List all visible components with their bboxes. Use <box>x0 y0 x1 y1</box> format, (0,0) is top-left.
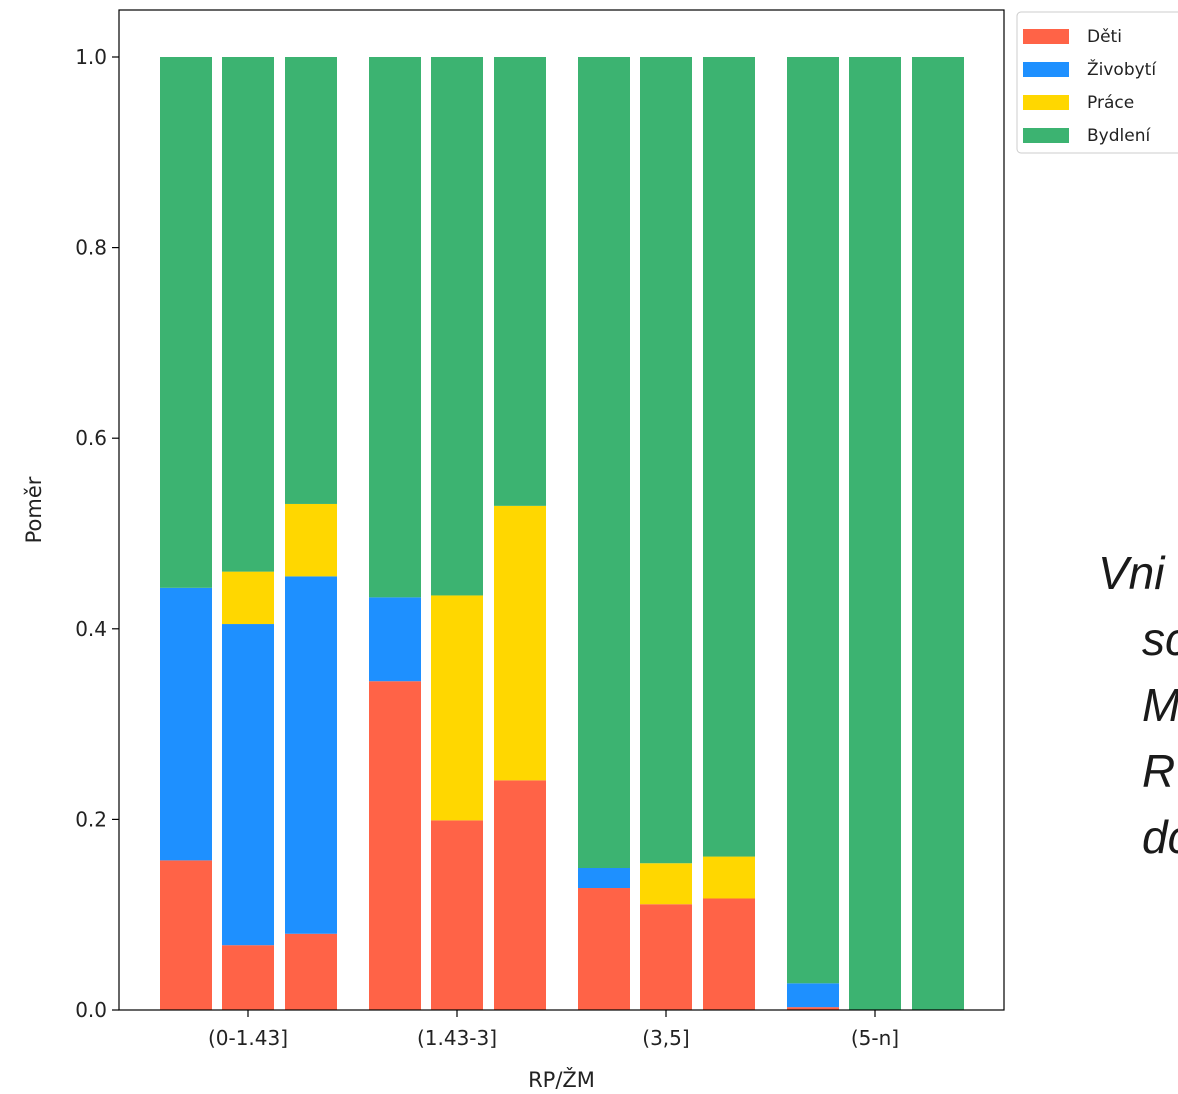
y-axis: 0.0 0.2 0.4 0.6 0.8 1.0 <box>75 45 119 1022</box>
x-tick-label: (1.43-3] <box>417 1026 497 1050</box>
bar-segment <box>369 57 421 598</box>
bar-segment <box>494 57 546 506</box>
bar-segment <box>578 57 630 869</box>
y-tick-label: 0.4 <box>75 617 107 641</box>
legend-label: Živobytí <box>1087 58 1157 80</box>
side-text-line: Vni <box>1098 547 1165 599</box>
legend-box <box>1016 11 1178 154</box>
bar-segment <box>285 576 337 934</box>
side-text-line: M <box>1142 679 1178 731</box>
y-tick-label: 1.0 <box>75 45 107 69</box>
bar-segment <box>787 1007 839 1010</box>
bar-segment <box>285 933 337 1010</box>
bar-segment <box>640 863 692 905</box>
legend-swatch <box>1023 128 1069 143</box>
bar-segment <box>912 57 964 1010</box>
bar-segment <box>369 681 421 1010</box>
x-axis-label: RP/ŽM <box>528 1067 595 1092</box>
bar-segment <box>578 888 630 1010</box>
side-text: Vni sc M R dc <box>1098 540 1178 870</box>
legend-swatch <box>1023 95 1069 110</box>
bars <box>160 57 964 1010</box>
legend-swatch <box>1023 29 1069 44</box>
bar-segment <box>222 624 274 946</box>
bar-segment <box>160 587 212 861</box>
bar-segment <box>431 57 483 596</box>
y-tick-label: 0.2 <box>75 807 107 831</box>
bar-segment <box>703 898 755 1010</box>
bar-segment <box>494 505 546 781</box>
bar-segment <box>222 57 274 572</box>
bar-segment <box>285 503 337 577</box>
bar-segment <box>431 595 483 821</box>
legend-label: Bydlení <box>1087 126 1151 146</box>
bar-segment <box>578 868 630 889</box>
y-tick-label: 0.8 <box>75 236 107 260</box>
bar-segment <box>431 820 483 1010</box>
bar-segment <box>640 904 692 1010</box>
bar-segment <box>160 860 212 1010</box>
bar-segment <box>703 57 755 857</box>
x-tick-label: (0-1.43] <box>208 1026 288 1050</box>
plot-frame <box>118 9 1005 1011</box>
bar-segment <box>849 57 901 1010</box>
y-tick-label: 0.6 <box>75 426 107 450</box>
x-tick-label: (3,5] <box>642 1026 689 1050</box>
side-text-line: dc <box>1142 811 1178 863</box>
legend: Děti Živobytí Práce Bydlení <box>1016 11 1178 154</box>
bar-segment <box>494 780 546 1010</box>
bar-segment <box>640 57 692 864</box>
bar-segment <box>160 57 212 588</box>
legend-label: Práce <box>1087 93 1134 113</box>
bar-segment <box>787 983 839 1008</box>
legend-swatch <box>1023 62 1069 77</box>
side-text-line: R <box>1142 745 1176 797</box>
bar-segment <box>369 597 421 682</box>
bar-segment <box>787 57 839 984</box>
y-tick-label: 0.0 <box>75 998 107 1022</box>
y-axis-label: Poměr <box>22 476 46 543</box>
bar-segment <box>222 945 274 1010</box>
side-text-line: sc <box>1142 613 1178 665</box>
bar-segment <box>285 57 337 504</box>
x-tick-label: (5-n] <box>851 1026 899 1050</box>
bar-segment <box>222 571 274 625</box>
legend-label: Děti <box>1087 27 1122 47</box>
x-axis: (0-1.43] (1.43-3] (3,5] (5-n] <box>208 1010 899 1050</box>
bar-segment <box>703 856 755 899</box>
